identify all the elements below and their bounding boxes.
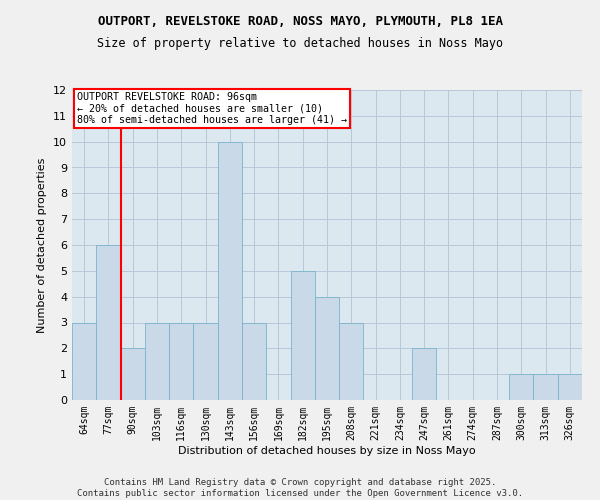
Bar bbox=[509, 374, 533, 400]
Y-axis label: Number of detached properties: Number of detached properties bbox=[37, 158, 47, 332]
Text: Size of property relative to detached houses in Noss Mayo: Size of property relative to detached ho… bbox=[97, 38, 503, 51]
Bar bbox=[72, 322, 96, 400]
Bar bbox=[315, 296, 339, 400]
Bar bbox=[242, 322, 266, 400]
Bar bbox=[533, 374, 558, 400]
Text: OUTPORT, REVELSTOKE ROAD, NOSS MAYO, PLYMOUTH, PL8 1EA: OUTPORT, REVELSTOKE ROAD, NOSS MAYO, PLY… bbox=[97, 15, 503, 28]
Bar bbox=[339, 322, 364, 400]
Text: OUTPORT REVELSTOKE ROAD: 96sqm
← 20% of detached houses are smaller (10)
80% of : OUTPORT REVELSTOKE ROAD: 96sqm ← 20% of … bbox=[77, 92, 347, 124]
Bar bbox=[121, 348, 145, 400]
Bar bbox=[558, 374, 582, 400]
X-axis label: Distribution of detached houses by size in Noss Mayo: Distribution of detached houses by size … bbox=[178, 446, 476, 456]
Text: Contains HM Land Registry data © Crown copyright and database right 2025.
Contai: Contains HM Land Registry data © Crown c… bbox=[77, 478, 523, 498]
Bar bbox=[96, 245, 121, 400]
Bar bbox=[218, 142, 242, 400]
Bar bbox=[193, 322, 218, 400]
Bar bbox=[290, 271, 315, 400]
Bar bbox=[145, 322, 169, 400]
Bar bbox=[169, 322, 193, 400]
Bar bbox=[412, 348, 436, 400]
